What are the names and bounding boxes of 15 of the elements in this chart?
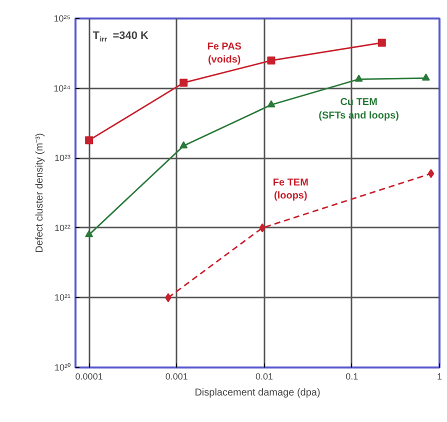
x-tick-label: 0.01 [256,372,274,382]
y-tick-label: 10²⁵ [54,14,71,24]
y-axis-title: Defect cluster density (m⁻³) [34,133,46,253]
y-tick-label: 10²¹ [54,292,71,303]
y-tick-label: 10²² [54,222,71,233]
x-tick-label: 0.1 [346,372,358,382]
series-label: Fe PAS (voids) [207,41,242,66]
y-tick-label: 10²⁰ [54,362,71,372]
y-tick-label: 10²⁴ [54,83,71,94]
series-label: Fe TEM (loops) [272,177,308,202]
x-tick-label: 0.0001 [75,372,103,382]
x-tick-label: 0.001 [165,372,188,382]
x-axis-title: Displacement damage (dpa) [194,388,320,398]
x-tick-label: 1 [436,372,442,382]
y-tick-label: 10²³ [54,153,71,164]
